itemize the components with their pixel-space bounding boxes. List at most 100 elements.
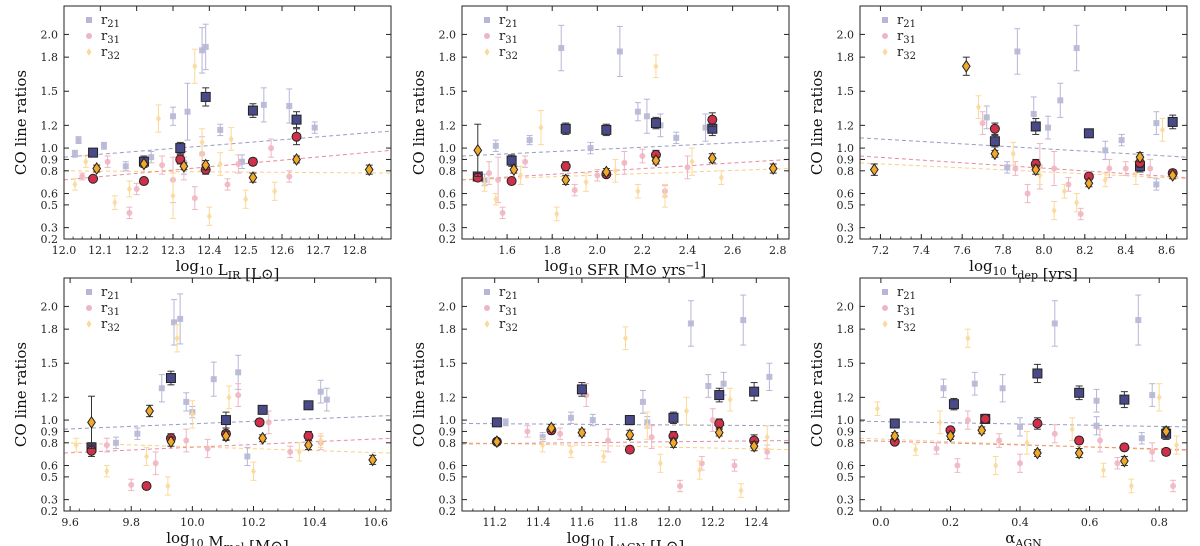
- legend-marker-r32: [86, 48, 92, 56]
- data-point-faint-r21: [999, 385, 1006, 392]
- data-point-r32: [87, 415, 96, 429]
- data-point-r31: [989, 123, 1000, 134]
- x-tick-label: 0.6: [1081, 516, 1099, 529]
- x-tick-label: 8.4: [1117, 244, 1135, 257]
- data-point-faint-r32: [684, 407, 690, 415]
- data-point-r21: [1167, 116, 1178, 127]
- data-point-faint-r32: [1010, 150, 1016, 158]
- data-point-faint-r21: [1014, 48, 1021, 55]
- data-point-faint-r21: [1057, 97, 1064, 104]
- plot-frame: [63, 277, 392, 512]
- data-point-faint-r31: [1017, 460, 1024, 467]
- data-point-faint-r31: [964, 417, 971, 424]
- y-tick-label: 0.9: [41, 425, 59, 438]
- data-point-faint-r21: [100, 142, 107, 149]
- legend-marker-r31: [882, 33, 888, 39]
- y-tick-label: 0.3: [837, 494, 855, 507]
- plot-frame: [859, 277, 1188, 512]
- y-tick-label: 0.8: [41, 437, 59, 450]
- data-point-r32: [869, 163, 879, 177]
- data-point-r31: [247, 156, 258, 167]
- data-point-r32: [749, 439, 759, 453]
- legend-marker-r31: [86, 305, 92, 311]
- legend-label-r32: r32: [897, 45, 916, 62]
- data-point-faint-r32: [272, 187, 278, 195]
- data-point-faint-r31: [698, 460, 705, 467]
- y-tick-label: 1.5: [837, 85, 855, 98]
- data-point-faint-r21: [170, 113, 176, 120]
- data-point-r32: [561, 173, 571, 187]
- legend-marker-r31: [484, 33, 490, 39]
- data-point-faint-r32: [206, 212, 212, 220]
- x-tick-label: 7.6: [953, 244, 971, 257]
- y-tick-label: 0.2: [439, 505, 457, 518]
- panel-tdep: 7.2 7.4 7.6 7.8 8.0 8.2 8.4 8.6 0.20.3 0.50.6 0.80…: [808, 5, 1188, 283]
- legend-marker-r32: [86, 320, 92, 328]
- data-point-r31: [624, 444, 635, 455]
- data-point-r31: [88, 173, 99, 184]
- legend-marker-r21: [882, 17, 888, 23]
- y-tick-label: 1.8: [41, 51, 59, 64]
- data-point-r32: [368, 453, 378, 467]
- data-point-r21: [506, 155, 517, 166]
- data-point-faint-r21: [492, 142, 499, 149]
- data-point-r31: [138, 176, 149, 187]
- data-point-faint-r32: [518, 171, 524, 180]
- data-point-r21: [200, 91, 211, 102]
- x-tick-label: 12.0: [657, 516, 682, 529]
- legend-label-r21: r21: [101, 13, 120, 30]
- data-point-faint-r32: [493, 195, 499, 203]
- data-point-r21: [257, 404, 268, 415]
- data-point-r32: [221, 429, 231, 443]
- data-point-faint-r32: [976, 103, 982, 111]
- data-point-r32: [201, 158, 211, 172]
- data-point-r21: [88, 147, 99, 158]
- data-point-r31: [1119, 442, 1130, 453]
- panel-lir: 12.0 12.1 12.2 12.3 12.4 12.5 12.6 12.7 12.80.20…: [12, 5, 392, 283]
- x-tick-label: 2.4: [679, 244, 697, 257]
- legend-label-r32: r32: [101, 317, 120, 334]
- data-point-r31: [707, 114, 718, 125]
- fit-line-r21: [860, 420, 1187, 428]
- data-point-r21: [668, 412, 679, 423]
- x-axis-label: αAGN: [1005, 529, 1042, 546]
- data-point-r32: [990, 147, 1000, 161]
- plot-frame: [461, 5, 790, 240]
- data-point-r21: [749, 386, 760, 397]
- data-point-faint-r32: [165, 482, 171, 490]
- fit-line-r21: [64, 130, 391, 158]
- data-point-r21: [889, 418, 900, 429]
- panel-mmol: 9.6 9.8 10.0 10.2 10.4 10.6 0.20.3 0.50.6 0.80.9…: [12, 277, 392, 546]
- data-point-r21: [714, 390, 725, 401]
- x-tick-label: 8.0: [1035, 244, 1053, 257]
- x-tick-label: 9.6: [61, 516, 79, 529]
- x-tick-label: 8.6: [1158, 244, 1176, 257]
- data-point-faint-r21: [616, 48, 623, 55]
- data-point-faint-r21: [1093, 422, 1100, 429]
- legend-label-r31: r31: [897, 301, 916, 318]
- y-axis-label: CO line ratios: [808, 342, 826, 447]
- data-point-r21: [1030, 121, 1041, 132]
- data-point-faint-r31: [709, 417, 716, 424]
- data-point-r32: [473, 143, 483, 157]
- data-point-faint-r21: [244, 453, 251, 460]
- fit-line-r31: [462, 158, 789, 181]
- legend-marker-r31: [882, 305, 888, 311]
- data-point-faint-r32: [1051, 206, 1057, 215]
- data-point-r32: [1135, 150, 1145, 164]
- legend-marker-r32: [882, 48, 888, 56]
- x-tick-label: 7.4: [913, 244, 931, 257]
- data-point-faint-r21: [122, 163, 129, 170]
- data-point-faint-r31: [287, 448, 294, 455]
- data-point-faint-r21: [1153, 181, 1160, 188]
- data-point-r21: [624, 415, 635, 426]
- data-point-faint-r31: [103, 442, 110, 449]
- y-tick-label: 0.6: [439, 460, 457, 473]
- x-axis-label: log10 LAGN [L⊙]: [567, 529, 685, 546]
- data-point-faint-r21: [134, 430, 141, 437]
- data-point-r32: [1074, 446, 1084, 460]
- y-tick-label: 1.2: [439, 119, 457, 132]
